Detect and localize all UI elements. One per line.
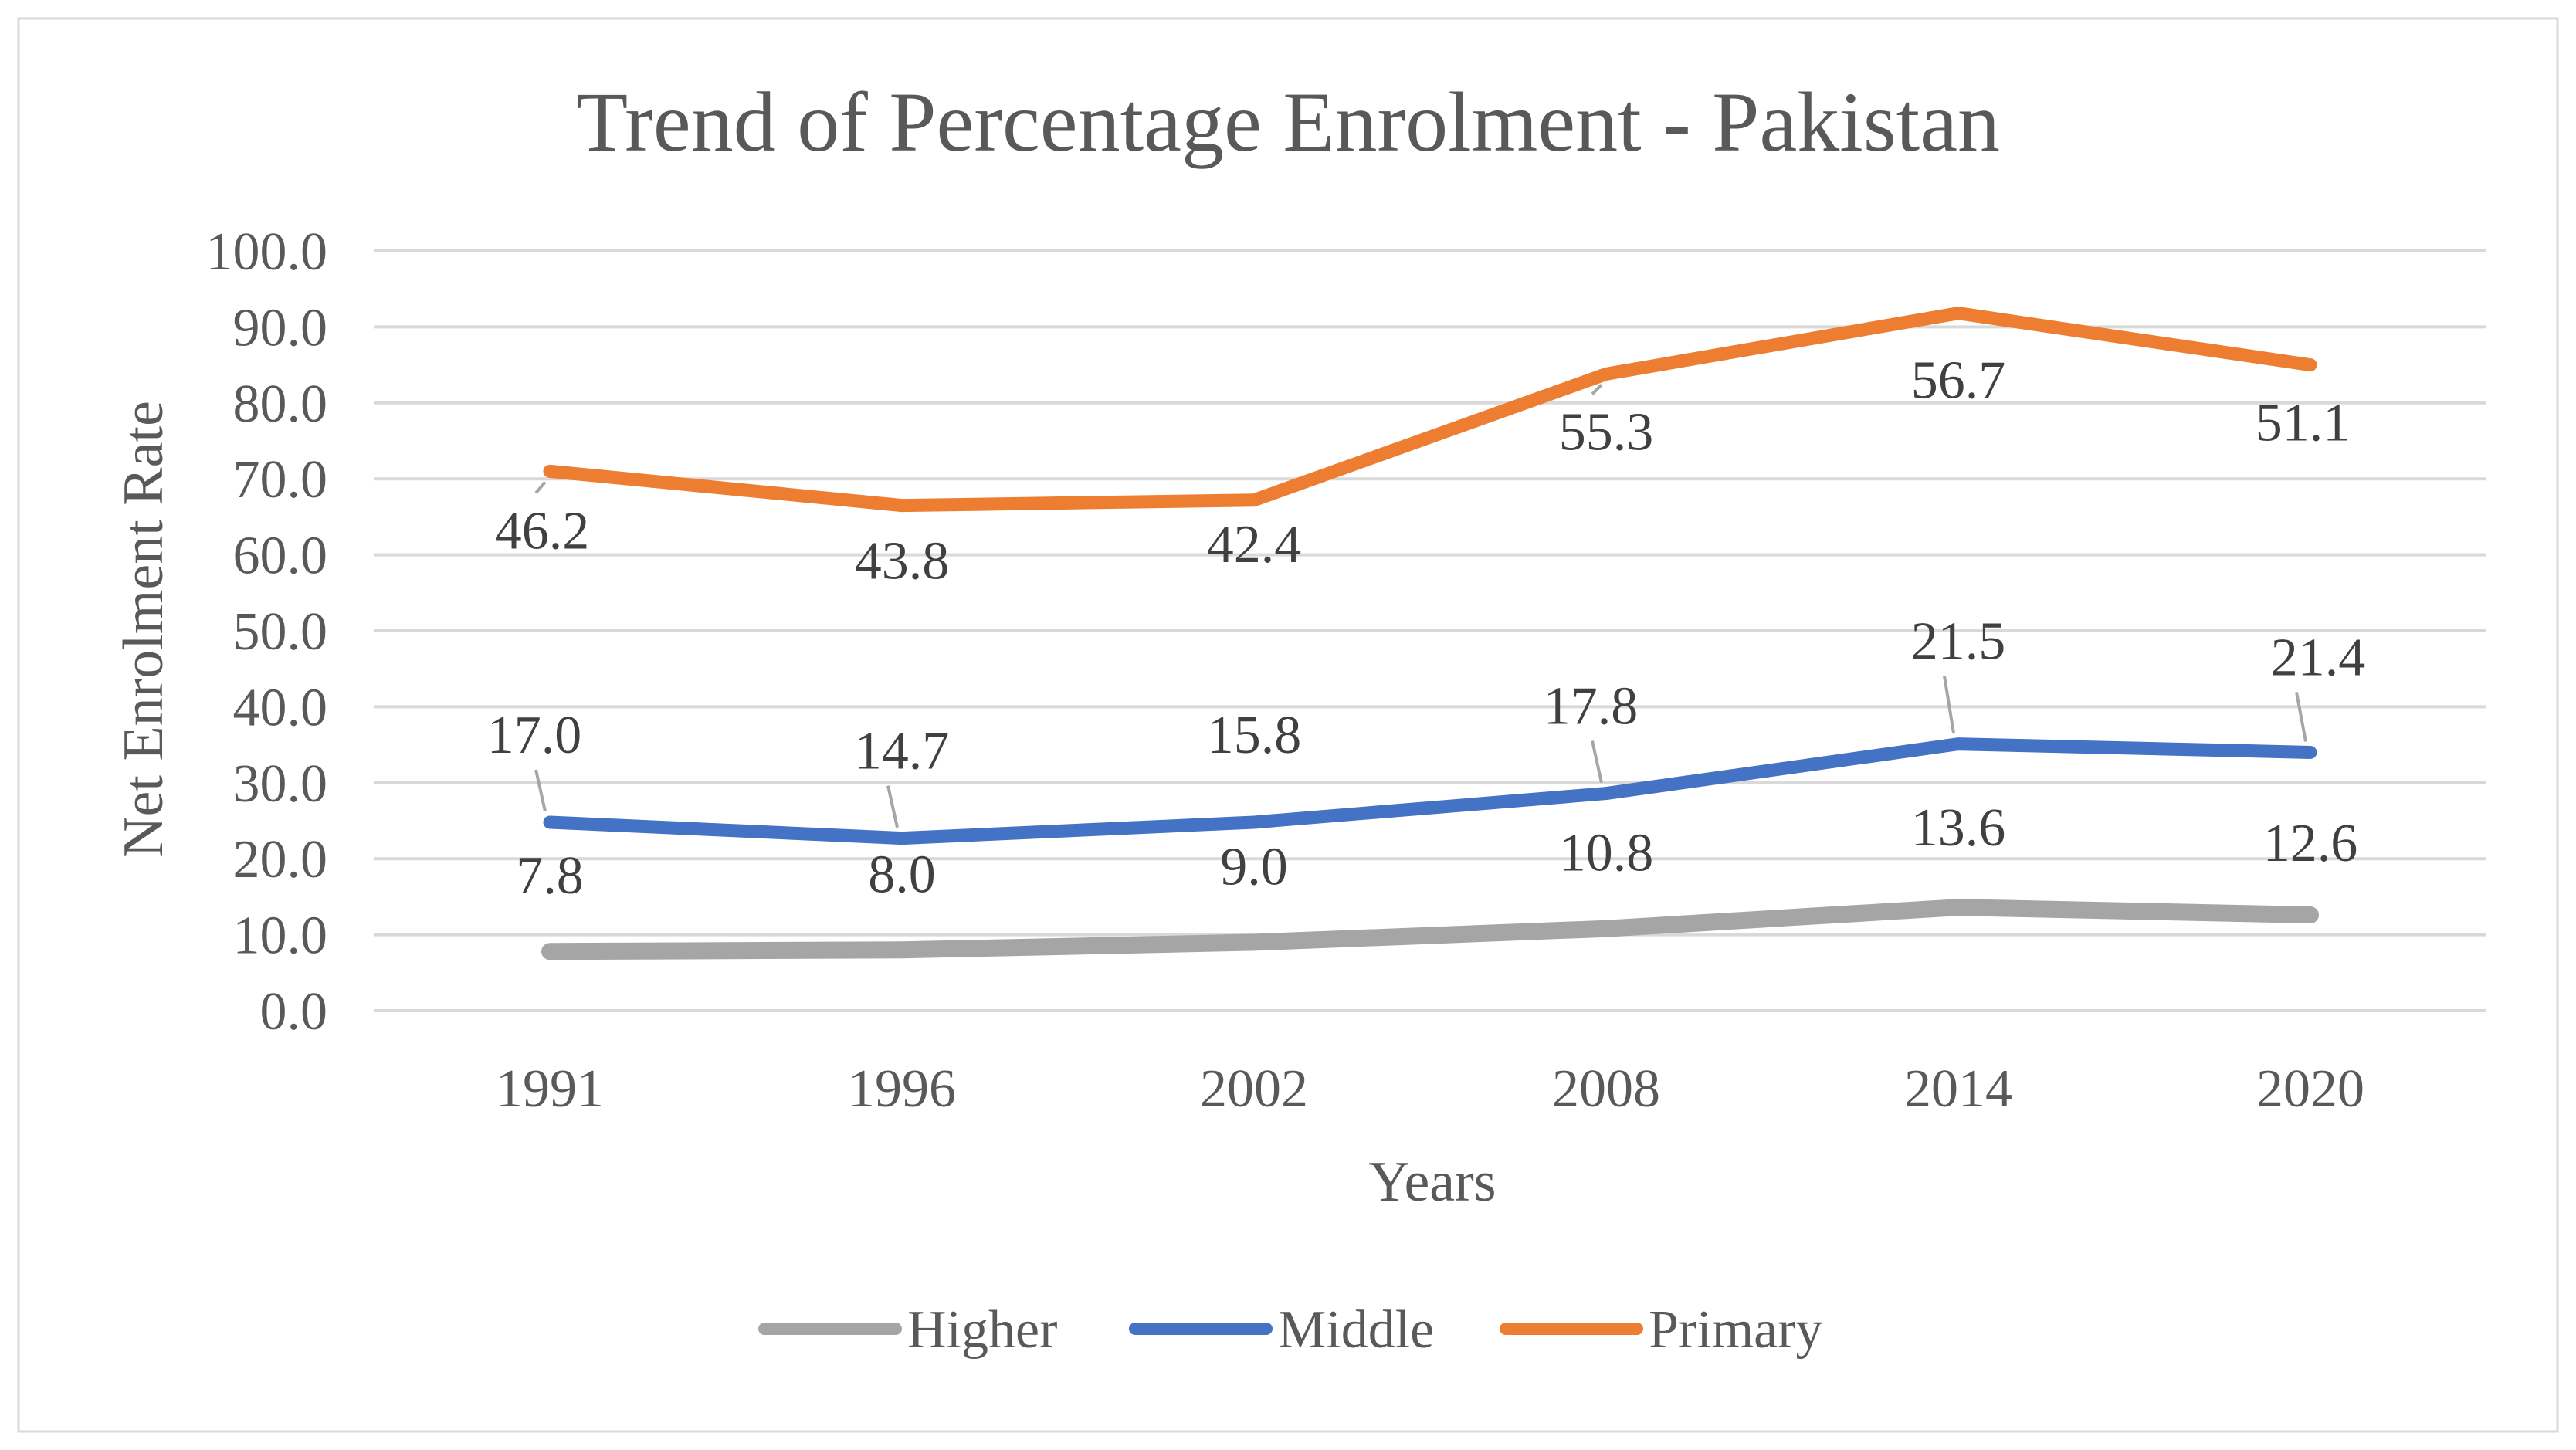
data-label: 9.0: [1220, 837, 1288, 896]
data-label: 56.7: [1911, 351, 2006, 411]
y-tick-label: 10.0: [233, 906, 328, 966]
y-tick-label: 50.0: [233, 602, 328, 662]
y-axis-title: Net Enrolment Rate: [112, 401, 175, 858]
x-tick-label: 2002: [1200, 1059, 1308, 1119]
leader-line: [534, 481, 547, 494]
y-axis-ticks: 0.0 10.0 20.0 30.0 40.0 50.0 60.0 70.0 80.0 90.0 1…: [206, 222, 328, 1042]
legend-label: Higher: [907, 1300, 1057, 1360]
y-tick-label: 70.0: [233, 450, 328, 510]
series-line-primary[interactable]: [543, 307, 2317, 513]
data-label: 17.0: [487, 706, 582, 765]
data-label: 17.8: [1544, 677, 1639, 737]
y-tick-label: 30.0: [233, 754, 328, 814]
chart-frame: [17, 17, 2559, 1433]
legend-item-higher[interactable]: Higher: [758, 1300, 1057, 1360]
data-label: 13.6: [1911, 798, 2006, 858]
leader-line: [1943, 676, 1955, 733]
x-axis-ticks: 1991 1996 2002 2008 2014 2020: [496, 1059, 2364, 1119]
x-tick-label: 2014: [1904, 1059, 2012, 1119]
x-tick-label: 2020: [2256, 1059, 2364, 1119]
legend[interactable]: Higher Middle Primary: [758, 1300, 1823, 1360]
data-label: 43.8: [855, 532, 950, 591]
y-tick-label: 0.0: [260, 982, 328, 1042]
x-tick-label: 1991: [496, 1059, 604, 1119]
data-label: 8.0: [868, 845, 936, 904]
legend-item-primary[interactable]: Primary: [1500, 1300, 1823, 1360]
x-axis-title: Years: [1368, 1150, 1496, 1214]
legend-label: Primary: [1649, 1300, 1823, 1360]
y-tick-label: 80.0: [233, 374, 328, 434]
data-label: 46.2: [495, 501, 590, 561]
legend-label: Middle: [1278, 1300, 1434, 1360]
data-label: 55.3: [1559, 402, 1654, 462]
series-line-higher[interactable]: [541, 899, 2319, 960]
x-tick-label: 1996: [848, 1059, 956, 1119]
y-tick-label: 20.0: [233, 830, 328, 889]
data-label: 21.4: [2271, 628, 2366, 687]
data-labels: 7.8 8.0 9.0 10.8 13.6 12.6 17.0 14.7 15.8 17.8 21.…: [487, 351, 2366, 906]
leader-line: [2295, 692, 2307, 742]
x-tick-label: 2008: [1552, 1059, 1660, 1119]
leader-line: [1591, 740, 1603, 784]
y-tick-label: 100.0: [206, 222, 328, 282]
grid: [374, 249, 2486, 1012]
data-label: 15.8: [1207, 706, 1302, 765]
leader-line: [1591, 383, 1603, 395]
legend-item-middle[interactable]: Middle: [1129, 1300, 1434, 1360]
y-tick-label: 90.0: [233, 298, 328, 357]
y-tick-label: 60.0: [233, 527, 328, 586]
leader-line: [534, 769, 547, 812]
chart-title: Trend of Percentage Enrolment - Pakistan: [576, 75, 2000, 169]
data-label: 14.7: [855, 722, 950, 781]
series-line-middle[interactable]: [543, 737, 2317, 845]
data-label: 51.1: [2256, 394, 2351, 453]
data-label: 21.5: [1911, 612, 2006, 672]
data-label: 12.6: [2263, 814, 2358, 873]
series: [541, 307, 2319, 960]
data-label: 10.8: [1559, 824, 1654, 883]
y-tick-label: 40.0: [233, 678, 328, 737]
data-label: 7.8: [516, 846, 584, 906]
leader-line: [886, 785, 899, 828]
data-label: 42.4: [1207, 515, 1302, 574]
